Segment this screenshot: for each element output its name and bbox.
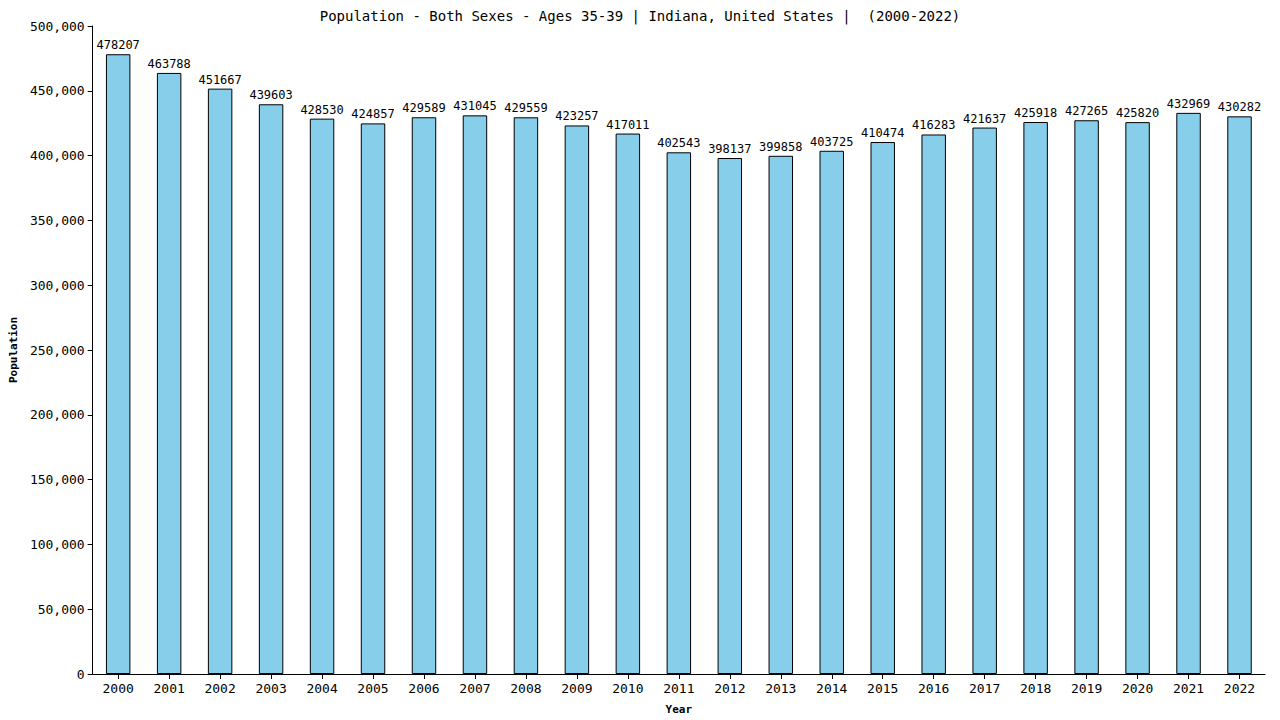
svg-text:2008: 2008 xyxy=(510,681,541,696)
svg-text:200,000: 200,000 xyxy=(30,407,85,422)
svg-text:2002: 2002 xyxy=(204,681,235,696)
svg-text:2003: 2003 xyxy=(255,681,286,696)
svg-text:2018: 2018 xyxy=(1020,681,1051,696)
svg-text:2011: 2011 xyxy=(663,681,694,696)
svg-text:451667: 451667 xyxy=(198,73,241,87)
svg-text:399858: 399858 xyxy=(759,140,802,154)
svg-text:2004: 2004 xyxy=(306,681,337,696)
svg-text:478207: 478207 xyxy=(96,38,139,52)
svg-text:400,000: 400,000 xyxy=(30,148,85,163)
svg-text:398137: 398137 xyxy=(708,142,751,156)
svg-text:2005: 2005 xyxy=(357,681,388,696)
svg-text:425918: 425918 xyxy=(1014,106,1057,120)
svg-text:2014: 2014 xyxy=(816,681,847,696)
svg-text:300,000: 300,000 xyxy=(30,278,85,293)
svg-text:2015: 2015 xyxy=(867,681,898,696)
svg-text:2009: 2009 xyxy=(561,681,592,696)
svg-text:416283: 416283 xyxy=(912,118,955,132)
svg-text:429559: 429559 xyxy=(504,101,547,115)
svg-text:50,000: 50,000 xyxy=(38,602,85,617)
svg-text:2021: 2021 xyxy=(1173,681,1204,696)
svg-text:2007: 2007 xyxy=(459,681,490,696)
svg-text:2010: 2010 xyxy=(612,681,643,696)
svg-text:2017: 2017 xyxy=(969,681,1000,696)
svg-text:421637: 421637 xyxy=(963,112,1006,126)
svg-text:427265: 427265 xyxy=(1065,104,1108,118)
svg-text:423257: 423257 xyxy=(555,109,598,123)
svg-text:Population: Population xyxy=(7,317,20,383)
svg-text:500,000: 500,000 xyxy=(30,19,85,34)
svg-text:2022: 2022 xyxy=(1224,681,1255,696)
svg-text:432969: 432969 xyxy=(1167,97,1210,111)
svg-text:0: 0 xyxy=(77,667,85,682)
svg-text:350,000: 350,000 xyxy=(30,213,85,228)
svg-text:431045: 431045 xyxy=(453,99,496,113)
svg-text:425820: 425820 xyxy=(1116,106,1159,120)
svg-text:463788: 463788 xyxy=(147,57,190,71)
svg-text:424857: 424857 xyxy=(351,107,394,121)
svg-text:100,000: 100,000 xyxy=(30,537,85,552)
svg-text:2013: 2013 xyxy=(765,681,796,696)
svg-text:250,000: 250,000 xyxy=(30,343,85,358)
svg-text:417011: 417011 xyxy=(606,118,649,132)
svg-text:402543: 402543 xyxy=(657,136,700,150)
svg-text:2001: 2001 xyxy=(153,681,184,696)
svg-text:410474: 410474 xyxy=(861,126,904,140)
svg-text:428530: 428530 xyxy=(300,103,343,117)
svg-text:430282: 430282 xyxy=(1218,100,1261,114)
svg-text:2006: 2006 xyxy=(408,681,439,696)
svg-text:2019: 2019 xyxy=(1071,681,1102,696)
svg-text:439603: 439603 xyxy=(249,88,292,102)
svg-text:2012: 2012 xyxy=(714,681,745,696)
svg-text:2016: 2016 xyxy=(918,681,949,696)
svg-text:Population - Both Sexes - Ages: Population - Both Sexes - Ages 35-39 | I… xyxy=(320,8,961,25)
svg-text:2000: 2000 xyxy=(103,681,134,696)
svg-text:Year: Year xyxy=(666,703,693,716)
svg-text:2020: 2020 xyxy=(1122,681,1153,696)
svg-text:450,000: 450,000 xyxy=(30,83,85,98)
svg-text:403725: 403725 xyxy=(810,135,853,149)
svg-text:429589: 429589 xyxy=(402,101,445,115)
svg-text:150,000: 150,000 xyxy=(30,472,85,487)
